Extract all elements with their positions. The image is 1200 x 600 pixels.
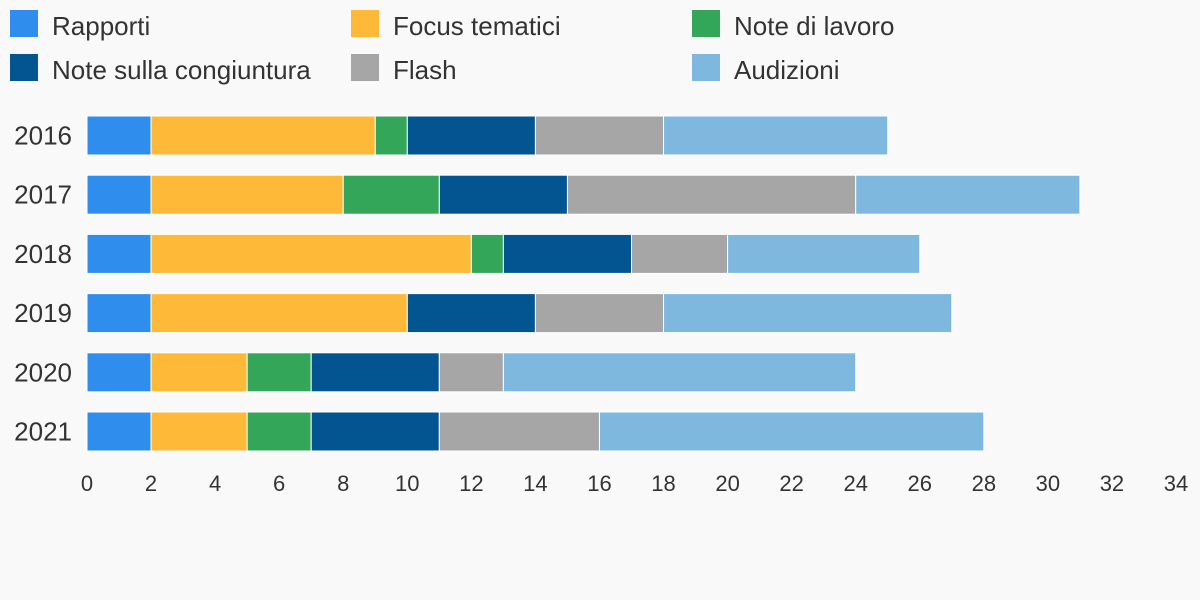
bar-2019-note-sulla-congiuntura[interactable] (406, 293, 536, 334)
bar-2020-focus-tematici[interactable] (150, 352, 248, 393)
bar-2021-note-sulla-congiuntura[interactable] (310, 411, 440, 452)
legend: Rapporti Focus tematici Note di lavoro Note… (10, 10, 894, 85)
x-tick-label-24: 24 (843, 471, 867, 496)
bar-2019-flash[interactable] (534, 293, 665, 334)
x-tick-label-30: 30 (1036, 471, 1060, 496)
legend-label-note-sulla-congiuntura: Note sulla congiuntura (52, 55, 311, 85)
legend-label-rapporti: Rapporti (52, 11, 150, 41)
bar-2021-focus-tematici[interactable] (150, 411, 248, 452)
x-tick-label-22: 22 (779, 471, 803, 496)
bar-2017-audizioni[interactable] (855, 174, 1081, 215)
bar-2020-note-di-lavoro[interactable] (246, 352, 312, 393)
bar-2016-flash[interactable] (534, 115, 665, 156)
x-tick-label-20: 20 (715, 471, 739, 496)
x-tick-label-6: 6 (273, 471, 285, 496)
x-tick-label-32: 32 (1100, 471, 1124, 496)
x-tick-label-14: 14 (523, 471, 547, 496)
x-tick-label-10: 10 (395, 471, 419, 496)
legend-swatch-note-sulla-congiuntura (10, 54, 38, 81)
bar-2019-focus-tematici[interactable] (150, 293, 408, 334)
bar-2017-focus-tematici[interactable] (150, 174, 344, 215)
bar-2016-audizioni[interactable] (663, 115, 889, 156)
legend-label-audizioni: Audizioni (734, 55, 840, 85)
bar-2021-rapporti[interactable] (86, 411, 152, 452)
bar-2020-rapporti[interactable] (86, 352, 152, 393)
legend-label-flash: Flash (393, 55, 457, 85)
bar-2016-note-di-lavoro[interactable] (374, 115, 408, 156)
x-axis-ticks: 0 2 4 6 8 10 12 14 16 18 20 22 24 26 28 30 32 34 (81, 471, 1188, 496)
legend-swatch-audizioni (692, 54, 720, 81)
legend-swatch-note-di-lavoro (692, 10, 720, 37)
bar-2020-audizioni[interactable] (502, 352, 857, 393)
bar-2018-flash[interactable] (631, 233, 729, 274)
legend-label-focus-tematici: Focus tematici (393, 11, 561, 41)
bar-2020-note-sulla-congiuntura[interactable] (310, 352, 440, 393)
category-label-2019: 2019 (14, 298, 72, 328)
bar-2017-note-di-lavoro[interactable] (342, 174, 440, 215)
bar-2018-note-sulla-congiuntura[interactable] (502, 233, 632, 274)
bar-2018-focus-tematici[interactable] (150, 233, 472, 274)
legend-swatch-rapporti (10, 10, 38, 37)
legend-swatch-focus-tematici (351, 10, 379, 37)
y-axis-labels: 2016 2017 2018 2019 2020 2021 (14, 121, 72, 447)
x-tick-label-26: 26 (908, 471, 932, 496)
category-label-2020: 2020 (14, 357, 72, 387)
bar-2018-note-di-lavoro[interactable] (470, 233, 504, 274)
bars (86, 115, 1081, 452)
x-tick-label-18: 18 (651, 471, 675, 496)
bar-2018-audizioni[interactable] (727, 233, 921, 274)
bar-2016-rapporti[interactable] (86, 115, 152, 156)
bar-2017-note-sulla-congiuntura[interactable] (438, 174, 568, 215)
bar-2019-rapporti[interactable] (86, 293, 152, 334)
bar-2017-rapporti[interactable] (86, 174, 152, 215)
bar-2021-audizioni[interactable] (598, 411, 985, 452)
bar-2016-focus-tematici[interactable] (150, 115, 376, 156)
x-tick-label-12: 12 (459, 471, 483, 496)
x-tick-label-34: 34 (1164, 471, 1188, 496)
legend-label-note-di-lavoro: Note di lavoro (734, 11, 894, 41)
bar-2017-flash[interactable] (566, 174, 857, 215)
x-tick-label-0: 0 (81, 471, 93, 496)
category-label-2021: 2021 (14, 417, 72, 447)
bar-2021-note-di-lavoro[interactable] (246, 411, 312, 452)
bar-2021-flash[interactable] (438, 411, 600, 452)
x-tick-label-8: 8 (337, 471, 349, 496)
bar-2016-note-sulla-congiuntura[interactable] (406, 115, 536, 156)
x-tick-label-2: 2 (145, 471, 157, 496)
x-tick-label-16: 16 (587, 471, 611, 496)
bar-2018-rapporti[interactable] (86, 233, 152, 274)
legend-swatch-flash (351, 54, 379, 81)
x-tick-label-4: 4 (209, 471, 221, 496)
category-label-2017: 2017 (14, 180, 72, 210)
bar-2019-audizioni[interactable] (663, 293, 953, 334)
bar-2020-flash[interactable] (438, 352, 504, 393)
category-label-2018: 2018 (14, 239, 72, 269)
category-label-2016: 2016 (14, 121, 72, 151)
x-tick-label-28: 28 (972, 471, 996, 496)
